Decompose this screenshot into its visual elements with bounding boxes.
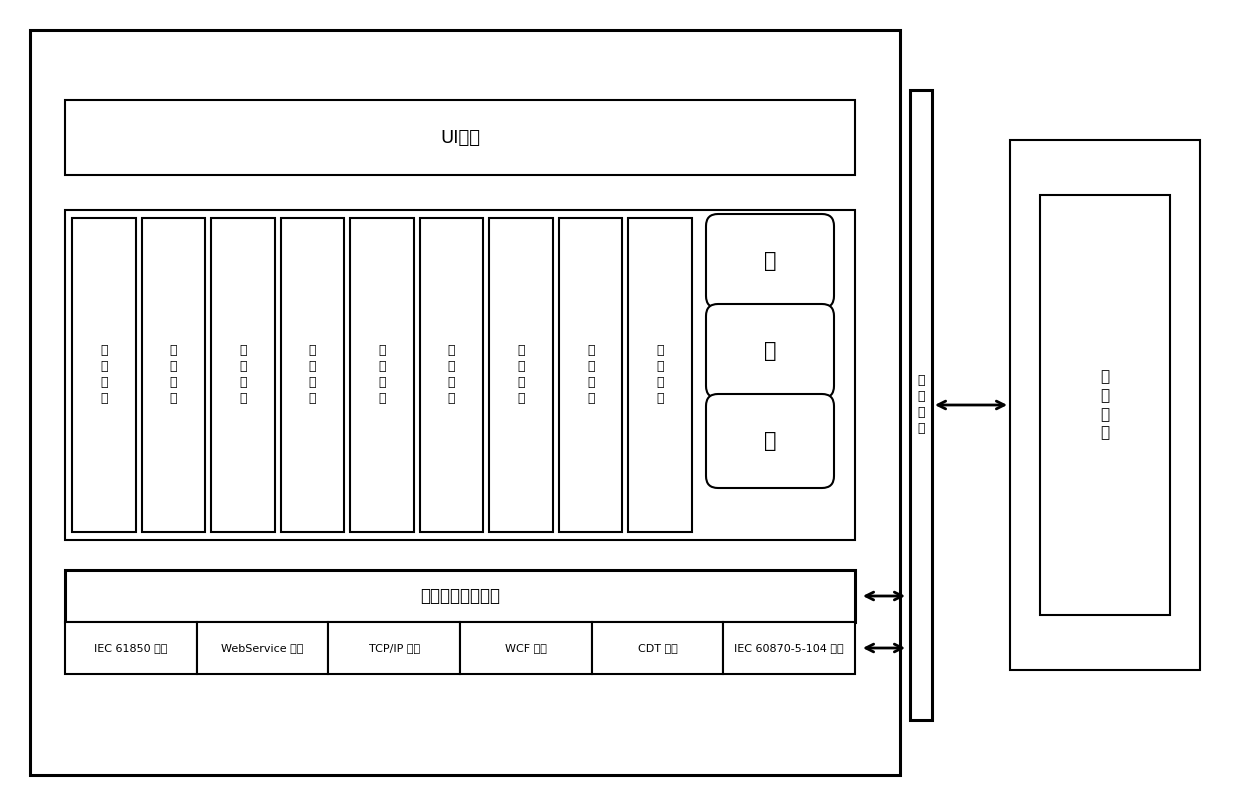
Bar xyxy=(329,622,460,674)
Text: IEC 60870-5-104 服务: IEC 60870-5-104 服务 xyxy=(734,643,844,653)
Text: 权
限
管
理: 权 限 管 理 xyxy=(100,345,108,405)
Text: WebService 服务: WebService 服务 xyxy=(221,643,304,653)
Bar xyxy=(591,622,723,674)
Bar xyxy=(1040,195,1171,615)
Bar xyxy=(420,218,484,532)
Text: 据: 据 xyxy=(764,341,776,361)
Bar xyxy=(211,218,275,532)
Text: 通用服务订阅系统: 通用服务订阅系统 xyxy=(420,587,500,605)
Text: UI界面: UI界面 xyxy=(440,128,480,147)
Text: IEC 61850 服务: IEC 61850 服务 xyxy=(94,643,167,653)
Text: 逻
检
调
度: 逻 检 调 度 xyxy=(239,345,247,405)
Bar xyxy=(350,218,414,532)
Text: 事
项
系
统: 事 项 系 统 xyxy=(378,345,386,405)
Bar xyxy=(723,622,856,674)
Bar xyxy=(64,210,856,540)
Bar xyxy=(559,218,622,532)
Text: 电
力
专
网: 电 力 专 网 xyxy=(918,374,925,436)
Bar xyxy=(910,90,932,720)
Text: 集
控
系
统: 集 控 系 统 xyxy=(1100,370,1110,441)
Bar xyxy=(197,622,329,674)
Bar xyxy=(30,30,900,775)
Text: WCF 服务: WCF 服务 xyxy=(505,643,547,653)
Text: 运
动
控
制: 运 动 控 制 xyxy=(517,345,525,405)
Bar xyxy=(72,218,135,532)
Bar xyxy=(490,218,553,532)
FancyBboxPatch shape xyxy=(706,214,835,308)
Text: 故
障
诊
断: 故 障 诊 断 xyxy=(656,345,663,405)
Text: TCP/IP 服务: TCP/IP 服务 xyxy=(368,643,419,653)
Bar xyxy=(64,570,856,622)
Bar xyxy=(460,622,591,674)
Bar xyxy=(1011,140,1200,670)
FancyBboxPatch shape xyxy=(706,394,835,488)
Text: CDT 服务: CDT 服务 xyxy=(637,643,677,653)
Text: 实
时
数
据: 实 时 数 据 xyxy=(448,345,455,405)
Bar xyxy=(141,218,205,532)
FancyBboxPatch shape xyxy=(706,304,835,398)
Text: 数
据
检
索: 数 据 检 索 xyxy=(309,345,316,405)
Bar xyxy=(629,218,692,532)
Text: 数: 数 xyxy=(764,251,776,271)
Text: 电
子
流
图: 电 子 流 图 xyxy=(587,345,594,405)
Bar xyxy=(64,622,197,674)
Bar xyxy=(280,218,345,532)
Bar xyxy=(64,100,856,175)
Text: 视
频
平
台: 视 频 平 台 xyxy=(170,345,177,405)
Text: 库: 库 xyxy=(764,431,776,451)
